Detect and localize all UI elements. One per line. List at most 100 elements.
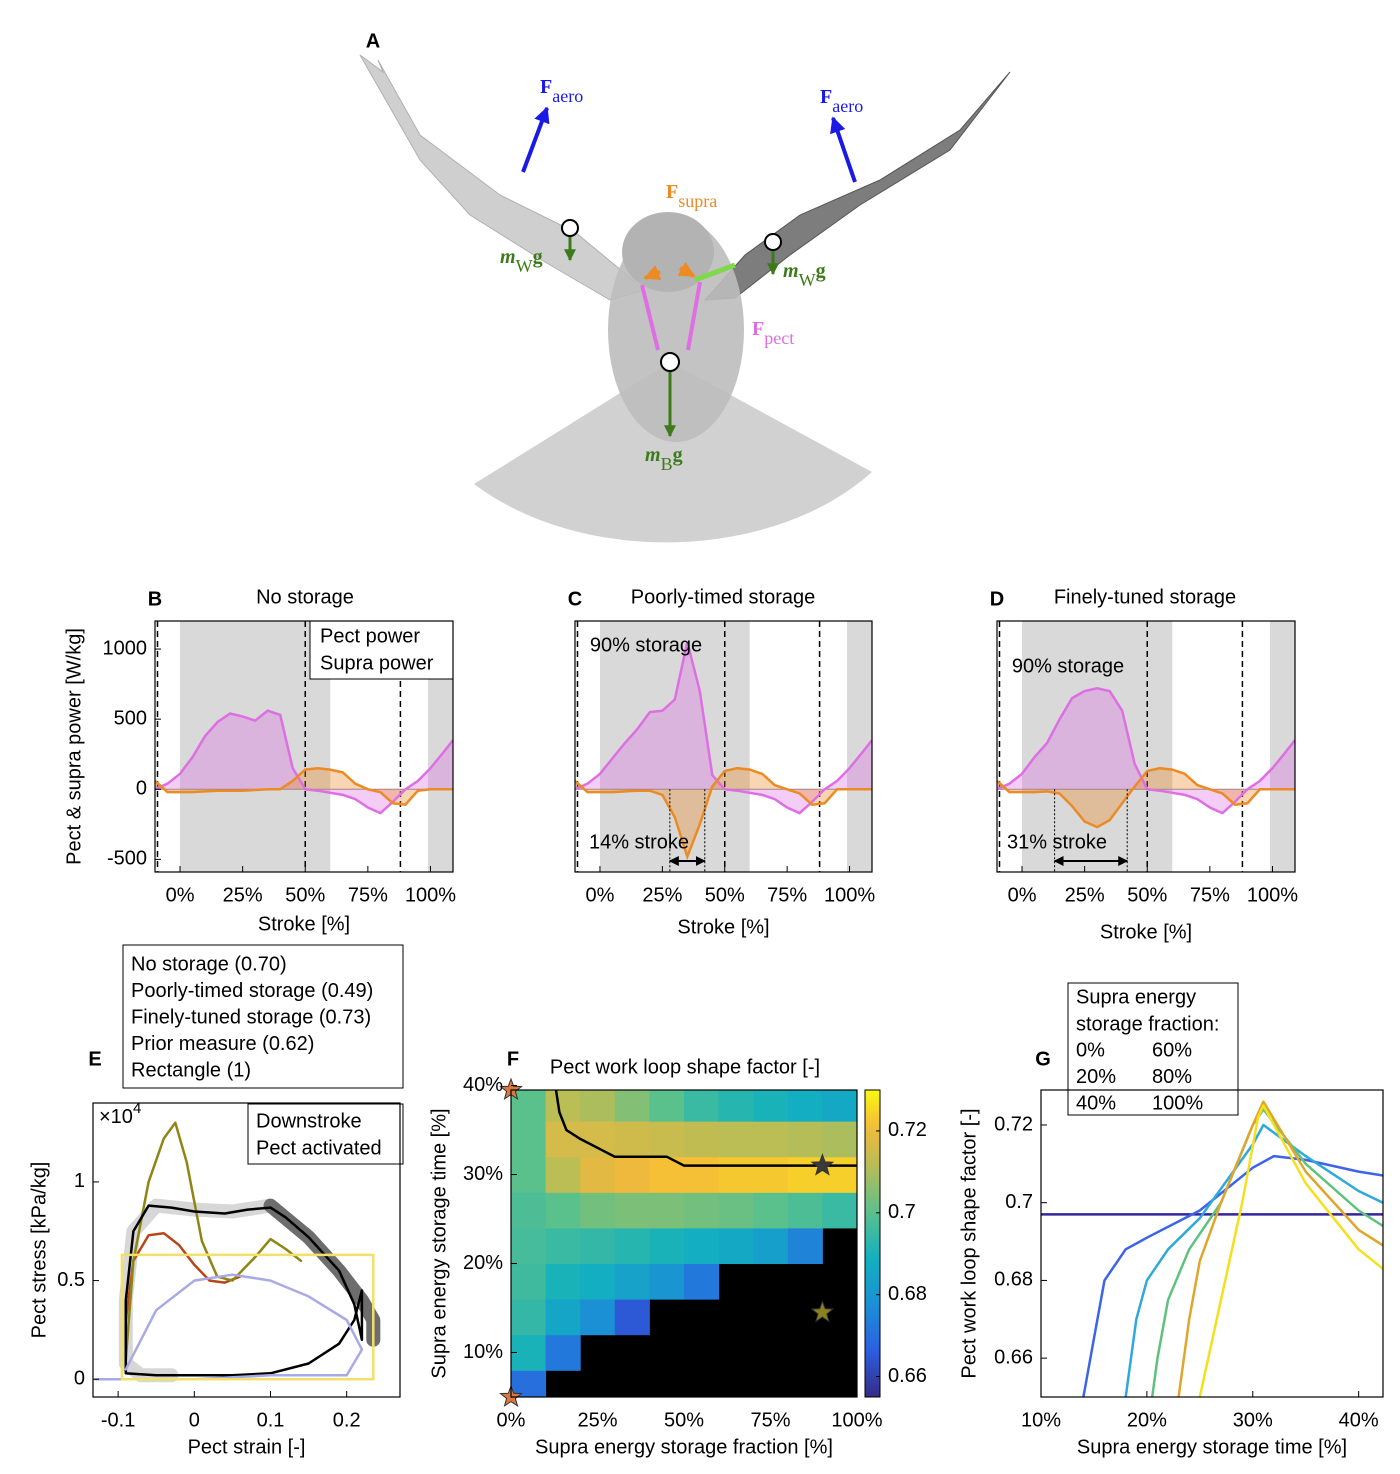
panel-label: A <box>366 30 380 52</box>
multiplier-base: ×10 <box>99 1106 133 1128</box>
line <box>124 1231 242 1322</box>
heat-cell <box>718 1121 754 1158</box>
panel-label: D <box>990 588 1004 610</box>
heat-cell <box>545 1090 581 1122</box>
y-tick-label: 1 <box>74 1170 85 1192</box>
heat-cell <box>580 1090 616 1122</box>
y-tick-label: 10% <box>463 1341 503 1363</box>
star-marker <box>810 1300 835 1323</box>
annotation: 90% storage <box>1012 655 1124 677</box>
heat-cell <box>545 1192 581 1229</box>
x-tick-label: 75% <box>348 884 388 906</box>
x-tick-label: 100% <box>1247 884 1298 906</box>
heat-cell <box>753 1121 789 1158</box>
heat-cell <box>684 1227 720 1265</box>
panel-label: C <box>568 588 582 610</box>
area <box>997 768 1295 828</box>
legend-entry: 80% <box>1152 1066 1192 1088</box>
y-tick-label: 30% <box>463 1163 503 1185</box>
heat-cell <box>511 1192 547 1229</box>
plot-area <box>94 1121 381 1383</box>
annotation: 14% stroke <box>589 831 689 853</box>
heat-cell <box>753 1156 789 1193</box>
line <box>155 709 453 815</box>
x-tick-label: 100% <box>831 1409 882 1431</box>
area <box>575 642 872 814</box>
label-subscript: pect <box>764 328 794 348</box>
y-tick-label: -500 <box>107 848 147 870</box>
heat-cell <box>614 1263 650 1300</box>
aero-arrow <box>521 106 550 173</box>
x-tick-label: 10% <box>1021 1409 1061 1431</box>
x-tick-label: 50% <box>664 1409 704 1431</box>
star-marker <box>810 1153 835 1176</box>
axis-multiplier: ×104 <box>99 1100 141 1128</box>
colorbar-tick-label: 0.68 <box>888 1283 927 1305</box>
line <box>997 687 1295 815</box>
chart-title: Finely-tuned storage <box>1054 586 1236 608</box>
line <box>1150 1108 1383 1397</box>
line <box>124 1204 364 1377</box>
optimum-line <box>554 1090 857 1167</box>
axes-box <box>92 1102 401 1398</box>
heat-cell <box>614 1090 650 1122</box>
y-tick-label: 0 <box>136 778 147 800</box>
label-subscript: W <box>799 270 816 290</box>
plot-area <box>997 621 1295 872</box>
legend-box <box>247 1103 404 1165</box>
legend-entry: Supra power <box>320 652 434 674</box>
heat-cell <box>684 1192 720 1229</box>
label-subscript: B <box>661 454 673 474</box>
axes-box <box>154 620 454 873</box>
y-axis-label: Pect & supra power [W/kg] <box>63 628 85 865</box>
axes-box <box>996 620 1296 873</box>
label-symbol: F <box>752 318 764 340</box>
y-tick-label: 0.5 <box>57 1269 85 1291</box>
y-tick-label: 0.7 <box>1005 1191 1033 1213</box>
heat-cell <box>614 1192 650 1229</box>
x-tick-label: 100% <box>824 884 875 906</box>
x-tick-label: 75% <box>767 884 807 906</box>
heat-cell <box>718 1192 754 1229</box>
label-symbol: m <box>783 260 799 282</box>
label-symbol: F <box>820 86 832 108</box>
heat-cell <box>822 1121 857 1158</box>
x-tick-label: 0% <box>1008 884 1037 906</box>
y-tick-label: 1000 <box>103 637 148 659</box>
chart-title: Poorly-timed storage <box>631 586 816 608</box>
y-tick-label: 0 <box>74 1368 85 1390</box>
heat-cell <box>580 1121 616 1158</box>
x-tick-label: 20% <box>1127 1409 1167 1431</box>
force-label: Faero <box>820 86 863 117</box>
aero-arrow <box>830 116 857 183</box>
x-tick-label: 50% <box>1127 884 1167 906</box>
heat-cell <box>787 1090 823 1122</box>
x-tick-label: 50% <box>285 884 325 906</box>
line <box>155 766 453 807</box>
colorbar-tick-label: 0.66 <box>888 1365 927 1387</box>
label-vector: g <box>816 260 826 282</box>
y-axis-label: Pect work loop shape factor [-] <box>958 1108 980 1378</box>
legend-entry: 60% <box>1152 1039 1192 1061</box>
heat-cell <box>718 1090 754 1122</box>
x-tick-label: 0.1 <box>257 1409 285 1431</box>
heat-cell <box>753 1090 789 1122</box>
heat-cell <box>787 1121 823 1158</box>
x-tick-label: 30% <box>1233 1409 1273 1431</box>
line <box>120 1253 375 1381</box>
legend-entry: 40% <box>1076 1092 1116 1114</box>
label-subscript: W <box>516 256 533 276</box>
supra-arrow <box>677 261 696 278</box>
label-subscript: aero <box>552 86 583 106</box>
heat-cell <box>511 1370 547 1397</box>
stroke-plane <box>474 362 872 543</box>
heat-cell <box>545 1121 581 1158</box>
plot-area <box>1041 1100 1383 1397</box>
legend-entry: 0% <box>1076 1039 1105 1061</box>
heat-cell <box>787 1192 823 1229</box>
x-axis-label: Stroke [%] <box>258 913 350 935</box>
line <box>575 641 872 815</box>
heat-cell <box>822 1090 857 1122</box>
heat-cell <box>822 1192 857 1229</box>
axes-box <box>574 620 873 873</box>
